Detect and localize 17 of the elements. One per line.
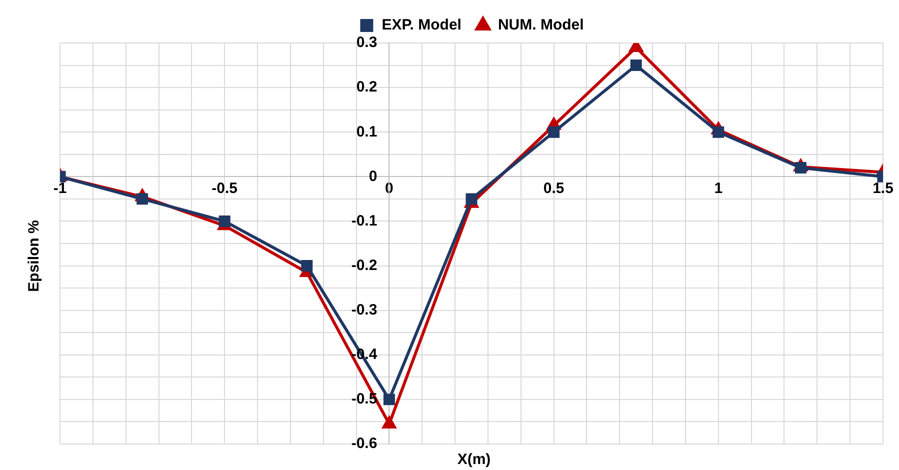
- y-tick-label: -0.2: [351, 256, 378, 274]
- y-tick-label: -0.3: [351, 301, 378, 318]
- y-tick-label: 0.1: [356, 123, 378, 140]
- x-tick-label: -1: [53, 180, 67, 197]
- x-tick-label: 1: [714, 180, 723, 197]
- x-axis-title: X(m): [457, 451, 491, 468]
- x-tick-label: 1.5: [872, 180, 894, 197]
- y-tick-label: -0.6: [351, 435, 378, 452]
- x-tick-label: 0.5: [543, 180, 564, 197]
- y-tick-label: -0.1: [351, 212, 378, 230]
- y-tick-label: 0.3: [356, 34, 378, 52]
- x-tick-label: -0.5: [212, 180, 238, 197]
- legend-label: EXP. Model: [382, 16, 462, 34]
- legend-label: NUM. Model: [498, 16, 584, 34]
- y-axis-title: Epsilon %: [26, 220, 42, 292]
- y-tick-label: 0.2: [356, 78, 378, 96]
- y-tick-label: 0: [368, 168, 378, 185]
